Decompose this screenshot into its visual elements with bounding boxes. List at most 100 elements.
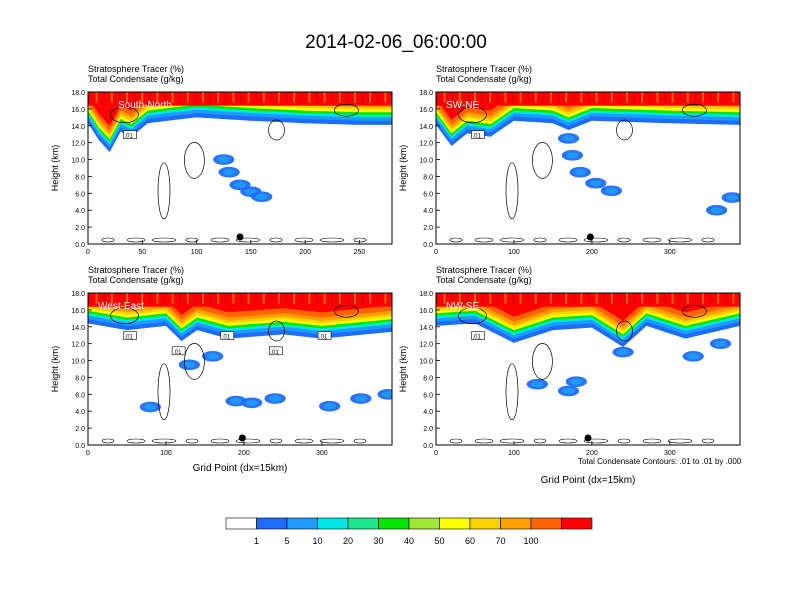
y-tick-label: 6.0	[423, 392, 433, 399]
tracer-streak	[466, 92, 469, 103]
tracer-streak	[496, 293, 499, 304]
x-axis-label: Grid Point (dx=15km)	[193, 463, 288, 474]
contour-label: .01	[319, 335, 328, 341]
tracer-streak	[603, 92, 606, 103]
tracer-streak	[323, 293, 326, 304]
colorbar-label: 20	[343, 536, 353, 546]
y-tick-label: 10.0	[419, 158, 433, 165]
tracer-streak	[293, 92, 296, 103]
tracer-streak	[580, 92, 583, 103]
tracer-plume-core	[726, 194, 739, 201]
contour-label-box	[171, 346, 186, 356]
surface-contour	[126, 237, 146, 243]
tracer-streak	[588, 92, 590, 103]
tracer-streak	[141, 92, 144, 103]
tracer-streak	[671, 92, 674, 103]
tracer-streak	[316, 293, 318, 304]
tracer-streak	[179, 92, 182, 103]
tracer-streak	[179, 293, 182, 304]
tracer-streak	[338, 293, 341, 304]
contour-label: .01	[124, 335, 133, 341]
tracer-streak	[702, 92, 704, 103]
cross-section-label: South-North	[118, 100, 172, 111]
colorbar-label: 10	[312, 536, 322, 546]
tracer-streak	[278, 92, 280, 103]
tracer-streak	[557, 92, 560, 103]
tracer-streak	[369, 293, 372, 304]
tracer-streak	[164, 92, 166, 103]
tracer-plume-core	[570, 378, 583, 385]
y-tick-label: 18.0	[71, 90, 85, 97]
tracer-plume-core	[233, 181, 247, 188]
tracer-streak	[171, 293, 174, 304]
colorbar-label: 40	[404, 536, 414, 546]
tracer-streak	[580, 293, 583, 304]
tracer-streak	[300, 293, 303, 304]
panel-header-line2: Total Condensate (g/kg)	[436, 275, 532, 285]
tracer-streak	[618, 92, 621, 103]
condensate-contour	[157, 162, 171, 220]
tracer-streak	[633, 293, 636, 304]
tracer-streak	[679, 92, 682, 103]
y-tick-label: 8.0	[423, 174, 433, 181]
y-tick-label: 4.0	[423, 208, 433, 215]
panel-header-line2: Total Condensate (g/kg)	[436, 74, 532, 84]
cross-section-label: NW-SE	[446, 301, 479, 312]
tracer-streak	[527, 92, 530, 103]
tracer-plume-core	[217, 156, 230, 163]
tracer-streak	[626, 92, 628, 103]
surface-contour	[126, 438, 146, 444]
condensate-contour	[458, 106, 487, 124]
tracer-streak	[338, 92, 341, 103]
contour-label-box	[123, 130, 137, 139]
colorbar-label: 30	[373, 536, 383, 546]
tracer-streak	[369, 92, 372, 103]
colorbar-label: 5	[284, 536, 289, 546]
surface-contour	[533, 438, 547, 444]
tracer-streak	[300, 92, 303, 103]
tracer-streak	[702, 293, 704, 304]
panel-header-line1: Stratosphere Tracer (%)	[88, 265, 184, 275]
y-tick-label: 18.0	[419, 291, 433, 298]
plot-frame	[435, 91, 741, 245]
y-tick-label: 18.0	[71, 291, 85, 298]
panel-header-line1: Stratosphere Tracer (%)	[88, 64, 184, 74]
surface-contour	[269, 237, 283, 243]
tracer-streak	[285, 92, 288, 103]
tracer-streak	[354, 92, 356, 103]
y-tick-label: 12.0	[419, 141, 433, 148]
tracer-streak	[519, 293, 522, 304]
tracer-streak	[103, 293, 106, 304]
tracer-streak	[209, 92, 212, 103]
tracer-streak	[278, 293, 280, 304]
tracer-plume-core	[268, 395, 282, 402]
x-tick-label: 100	[508, 450, 520, 457]
contour-label-box	[471, 331, 485, 340]
surface-contour	[449, 237, 463, 243]
y-tick-label: 8.0	[423, 375, 433, 382]
tracer-plume-core	[230, 398, 243, 405]
tracer-streak	[384, 293, 387, 304]
condensate-contour	[616, 119, 633, 141]
surface-contour	[319, 237, 345, 243]
tracer-plume-core	[382, 391, 392, 398]
surface-contour	[210, 438, 230, 444]
surface-contour	[185, 237, 199, 243]
x-tick-label: 0	[86, 450, 90, 457]
colorbar-swatch	[347, 517, 379, 530]
colorbar-swatch	[378, 517, 410, 530]
panel-header-line1: Stratosphere Tracer (%)	[436, 265, 532, 275]
surface-contour	[474, 438, 494, 444]
colorbar-label: 100	[523, 536, 538, 546]
tracer-streak	[588, 293, 590, 304]
colorbar: 1 5 10 20 30 40 50 60 70 100	[225, 517, 593, 546]
tracer-streak	[194, 293, 197, 304]
y-tick-label: 2.0	[75, 426, 85, 433]
y-tick-label: 16.0	[71, 308, 85, 315]
tracer-streak	[610, 293, 613, 304]
tracer-streak	[361, 293, 364, 304]
tracer-streak	[209, 293, 212, 304]
tracer-streak	[156, 293, 159, 304]
tracer-streak	[354, 293, 356, 304]
surface-contour	[617, 438, 631, 444]
